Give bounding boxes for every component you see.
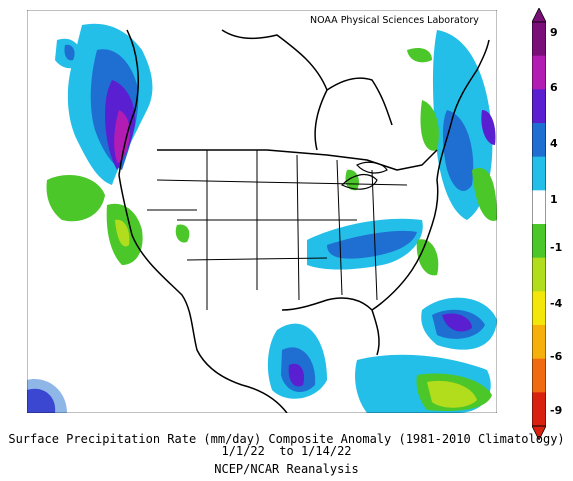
- colorbar-label-4: 4: [550, 137, 558, 150]
- colorbar-segment: [532, 224, 546, 259]
- colorbar-segment: [532, 55, 546, 90]
- colorbar-label-neg1: -1: [550, 241, 563, 254]
- coastline-outline: [118, 29, 490, 413]
- credit-text: NOAA Physical Sciences Laboratory: [310, 15, 479, 26]
- colorbar-segment: [532, 291, 546, 326]
- colorbar-segment: [532, 325, 546, 360]
- anomaly-fields: [27, 23, 497, 413]
- colorbar-segment: [532, 89, 546, 124]
- colorbar-segment: [532, 22, 546, 57]
- colorbar-segment: [532, 123, 546, 158]
- caption-source: NCEP/NCAR Reanalysis: [214, 462, 359, 476]
- colorbar-label-neg9: -9: [550, 404, 563, 417]
- colorbar-segment: [532, 358, 546, 393]
- colorbar: [531, 7, 547, 441]
- colorbar-label-neg4: -4: [550, 297, 563, 310]
- caption-title: Surface Precipitation Rate (mm/day) Comp…: [8, 432, 565, 446]
- state-borders: [147, 150, 408, 310]
- colorbar-label-6: 6: [550, 81, 558, 94]
- colorbar-segment: [532, 190, 546, 225]
- colorbar-label-1: 1: [550, 193, 558, 206]
- colorbar-segment: [532, 392, 546, 427]
- colorbar-segment: [532, 257, 546, 292]
- lakes: [340, 161, 388, 190]
- colorbar-label-9: 9: [550, 26, 558, 39]
- caption-dates: 1/1/22 to 1/14/22: [221, 444, 352, 458]
- colorbar-segment: [532, 156, 546, 191]
- colorbar-label-neg6: -6: [550, 350, 563, 363]
- anomaly-map: [27, 10, 497, 413]
